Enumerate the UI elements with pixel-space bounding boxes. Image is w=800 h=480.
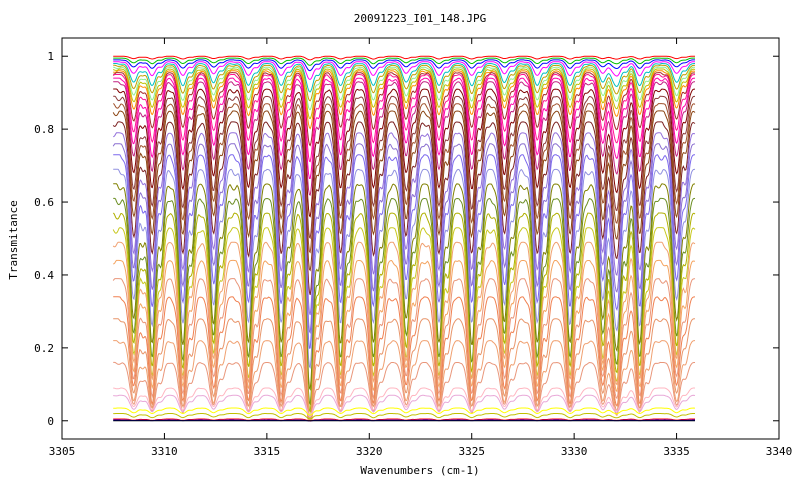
series-line — [113, 70, 696, 130]
series-line — [113, 259, 696, 422]
series-line — [112, 241, 696, 423]
series-line — [113, 77, 696, 180]
plot-frame — [61, 37, 780, 440]
series-line — [113, 154, 696, 349]
series-line — [112, 278, 696, 422]
x-tick-label: 3310 — [151, 445, 178, 458]
series-line — [113, 66, 696, 111]
y-tick-label: 1 — [47, 50, 54, 63]
x-tick-label: 3305 — [49, 445, 76, 458]
series-line — [112, 143, 696, 334]
y-tick-label: 0 — [47, 415, 54, 428]
series-group — [112, 55, 696, 423]
series-line — [113, 387, 696, 417]
series-line — [113, 296, 695, 422]
series-line — [113, 340, 695, 422]
series-line — [113, 197, 696, 406]
series-line — [113, 318, 696, 422]
series-line — [113, 95, 695, 240]
series-line — [112, 68, 696, 120]
series-line — [113, 61, 695, 80]
series-line — [113, 59, 695, 72]
series-line — [113, 72, 695, 147]
x-axis-label: Wavenumbers (cm-1) — [360, 464, 479, 477]
series-line — [113, 183, 696, 391]
series-line — [113, 394, 696, 418]
y-tick-label: 0.4 — [34, 269, 54, 282]
series-line — [112, 212, 696, 413]
x-tick-label: 3325 — [458, 445, 485, 458]
series-line — [112, 121, 696, 296]
series-line — [113, 132, 696, 316]
x-tick-label: 3340 — [766, 445, 793, 458]
series-line — [113, 361, 695, 422]
y-tick-label: 0.2 — [34, 342, 54, 355]
series-line — [112, 73, 696, 163]
y-tick-label: 0.6 — [34, 196, 54, 209]
chart-title: 20091223_I01_148.JPG — [354, 12, 486, 25]
ticks-group: 3305 3310 3315 3320 3325 3330 3335 3340 0 0.2 0.4 0… — [34, 38, 792, 458]
series-line — [113, 81, 695, 196]
series-line — [113, 413, 695, 420]
series-line — [113, 57, 695, 66]
series-line — [113, 407, 695, 416]
series-line — [113, 168, 696, 369]
series-line — [112, 103, 696, 254]
x-tick-label: 3330 — [561, 445, 588, 458]
x-tick-label: 3320 — [356, 445, 383, 458]
series-line — [112, 110, 696, 272]
series-line — [113, 88, 695, 218]
series-line — [113, 64, 696, 102]
y-tick-label: 0.8 — [34, 123, 54, 136]
series-line — [113, 55, 695, 61]
series-line — [113, 62, 695, 93]
x-tick-label: 3335 — [663, 445, 690, 458]
y-axis-label: Transmitance — [7, 200, 20, 279]
x-tick-label: 3315 — [254, 445, 281, 458]
